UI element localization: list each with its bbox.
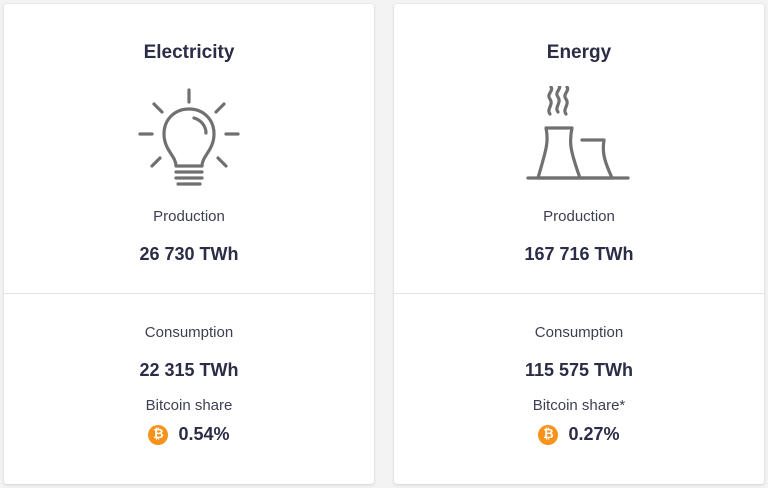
divider xyxy=(4,293,374,294)
production-label: Production xyxy=(543,208,615,225)
power-plant-icon xyxy=(524,83,634,196)
lightbulb-icon xyxy=(134,86,244,196)
electricity-card: Electricity Production xyxy=(4,4,374,484)
card-title: Electricity xyxy=(143,42,235,63)
divider xyxy=(394,293,764,294)
bitcoin-share-value: 0.54% xyxy=(178,424,230,444)
bitcoin-share-label: Bitcoin share* xyxy=(532,397,626,414)
consumption-value: 115 575 TWh xyxy=(524,360,634,380)
consumption-label: Consumption xyxy=(534,324,624,341)
bitcoin-icon: ₿ xyxy=(538,424,559,445)
bitcoin-share-row: ₿ 0.54% xyxy=(4,424,374,445)
production-value: 26 730 TWh xyxy=(139,244,239,264)
production-label: Production xyxy=(153,208,225,225)
card-title: Energy xyxy=(546,42,612,63)
bitcoin-share-value: 0.27% xyxy=(568,424,620,444)
bitcoin-share-row: ₿ 0.27% xyxy=(394,424,764,445)
consumption-value: 22 315 TWh xyxy=(139,360,239,380)
production-value: 167 716 TWh xyxy=(524,244,634,264)
consumption-label: Consumption xyxy=(144,324,234,341)
energy-card: Energy Production 167 716 TWh Consumptio… xyxy=(394,4,764,484)
bitcoin-share-label: Bitcoin share xyxy=(145,397,233,414)
bitcoin-icon: ₿ xyxy=(148,424,169,445)
